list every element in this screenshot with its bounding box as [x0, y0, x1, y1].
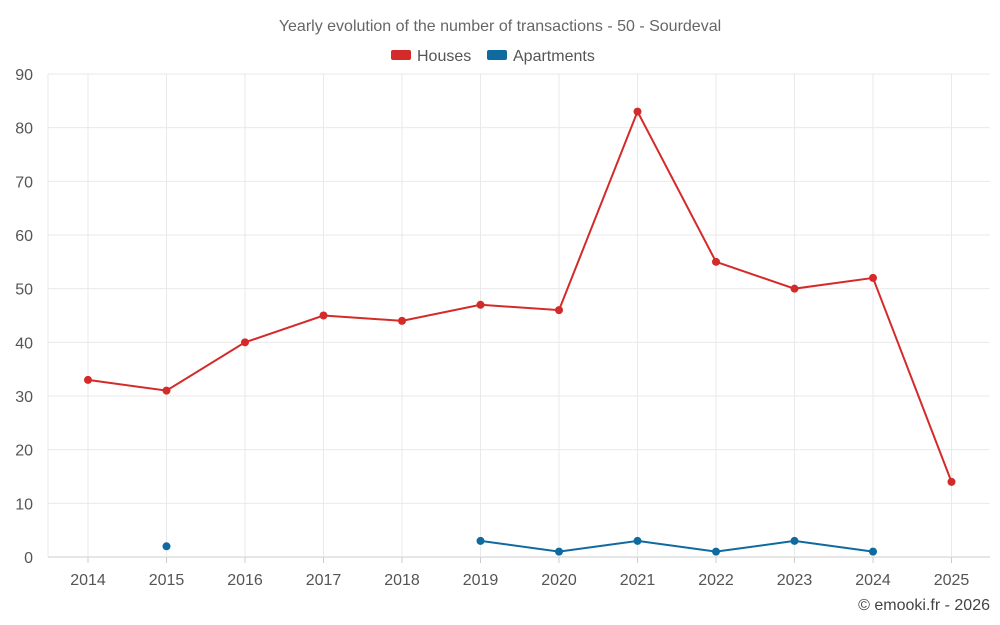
y-tick-label: 90: [15, 67, 33, 84]
series-line-apartments: [480, 539, 874, 553]
data-point-houses[interactable]: [633, 107, 642, 116]
data-point-houses[interactable]: [162, 386, 171, 395]
data-point-houses[interactable]: [947, 477, 956, 486]
chart-title: Yearly evolution of the number of transa…: [279, 18, 721, 35]
x-tick-label: 2014: [70, 572, 106, 589]
legend: Houses Apartments: [391, 48, 595, 65]
data-point-houses[interactable]: [319, 311, 328, 320]
x-tick-label: 2025: [934, 572, 970, 589]
legend-label: Apartments: [513, 48, 595, 65]
y-tick-label: 70: [15, 174, 33, 191]
data-point-houses[interactable]: [476, 300, 485, 309]
data-point-apartments[interactable]: [476, 536, 485, 545]
series-houses: [84, 107, 956, 486]
legend-swatch: [487, 50, 507, 60]
x-tick-label: 2024: [855, 572, 891, 589]
y-tick-label: 60: [15, 228, 33, 245]
data-point-houses[interactable]: [869, 273, 877, 282]
x-tick-label: 2016: [227, 572, 263, 589]
x-axis: 2014 2015 2016 2017 2018 2019 2020 2021 2022 2023…: [70, 557, 969, 589]
y-tick-label: 80: [15, 121, 33, 138]
data-point-apartments[interactable]: [712, 547, 720, 556]
series-line-houses: [87, 109, 953, 483]
grid: [47, 73, 990, 558]
y-tick-label: 50: [15, 282, 33, 299]
y-tick-label: 0: [24, 550, 33, 567]
data-point-houses[interactable]: [555, 306, 563, 315]
data-point-houses[interactable]: [398, 316, 406, 325]
series-apartments: [162, 536, 877, 556]
series-group: [84, 107, 956, 556]
y-tick-label: 10: [15, 496, 33, 513]
credit-text: © emooki.fr - 2026: [858, 597, 990, 614]
data-point-houses[interactable]: [790, 284, 799, 293]
data-point-apartments[interactable]: [869, 547, 877, 556]
y-tick-label: 20: [15, 443, 33, 460]
x-tick-label: 2017: [306, 572, 342, 589]
y-axis: 0 10 20 30 40 50 60 70 80 90: [15, 67, 33, 567]
x-tick-label: 2023: [777, 572, 813, 589]
data-point-houses[interactable]: [241, 338, 249, 347]
y-tick-label: 40: [15, 335, 33, 352]
data-point-houses[interactable]: [84, 375, 92, 384]
x-tick-label: 2020: [541, 572, 577, 589]
data-point-houses[interactable]: [712, 257, 720, 266]
y-tick-label: 30: [15, 389, 33, 406]
legend-label: Houses: [417, 48, 471, 65]
x-tick-label: 2018: [384, 572, 420, 589]
data-point-apartments[interactable]: [633, 536, 642, 545]
data-point-apartments[interactable]: [790, 536, 799, 545]
legend-item-houses[interactable]: Houses: [391, 48, 471, 65]
x-tick-label: 2021: [620, 572, 656, 589]
data-point-apartments[interactable]: [555, 547, 563, 556]
x-tick-label: 2015: [149, 572, 185, 589]
legend-swatch: [391, 50, 411, 60]
x-tick-label: 2022: [698, 572, 734, 589]
data-point-apartments[interactable]: [162, 542, 171, 551]
x-tick-label: 2019: [463, 572, 499, 589]
legend-item-apartments[interactable]: Apartments: [487, 48, 595, 65]
